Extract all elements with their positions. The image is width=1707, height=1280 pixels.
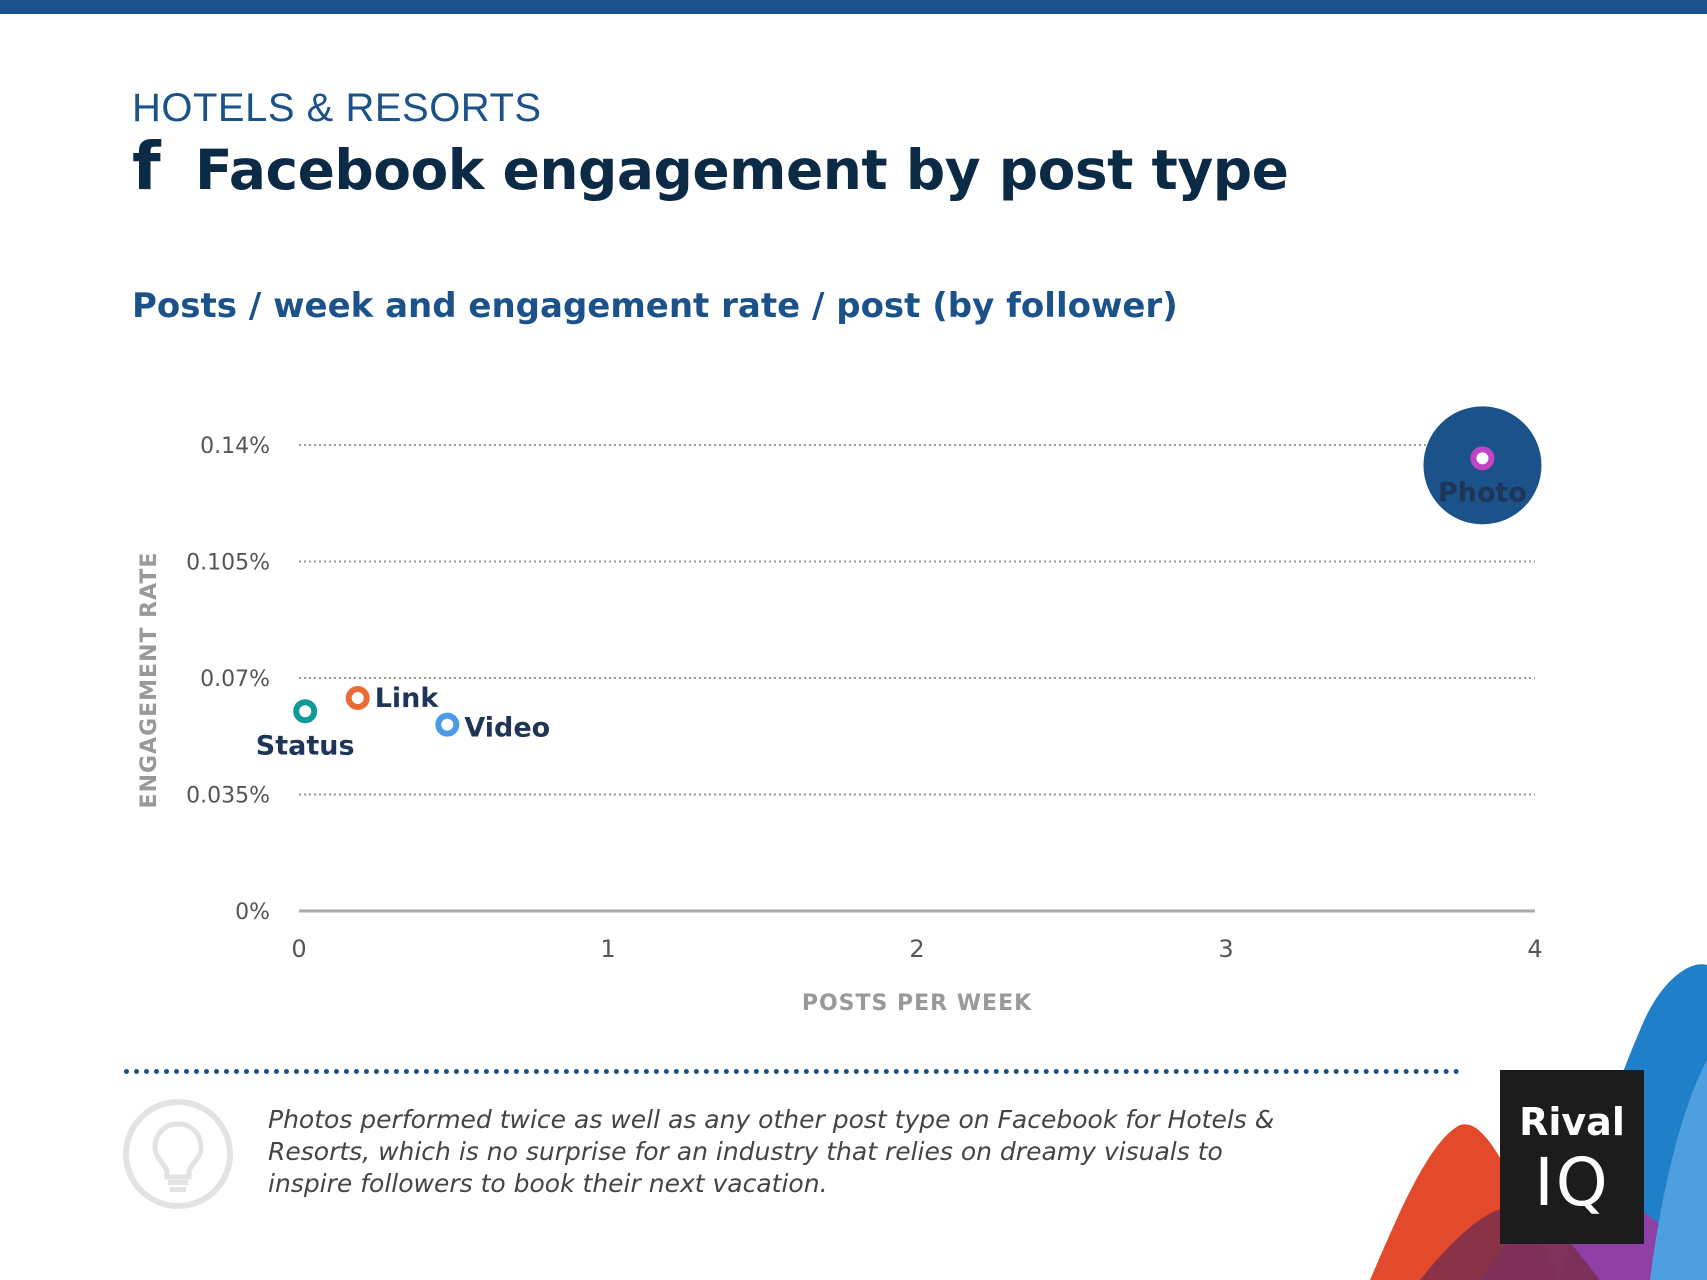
x-tick-label: 3 [1218,935,1233,963]
rival-iq-logo: Rival IQ [1500,1070,1644,1244]
y-tick-label: 0.035% [186,784,270,809]
data-label-status: Status [256,730,355,761]
category-label: HOTELS & RESORTS [132,86,542,130]
y-tick-label: 0% [235,900,270,925]
data-point-video [435,712,460,737]
chart-subtitle: Posts / week and engagement rate / post … [132,286,1178,326]
data-point-status [293,699,318,724]
gridlines [299,444,1535,913]
data-points: Status Link Video Photo [256,406,1542,761]
y-tick-label: 0.07% [200,667,270,692]
page-title: Facebook engagement by post type [195,138,1289,202]
data-point-photo [1470,446,1495,471]
logo-text-top: Rival [1519,1100,1625,1144]
insight-text: Photos performed twice as well as any ot… [268,1105,1275,1198]
y-axis-label: ENGAGEMENT RATE [137,552,162,809]
x-tick-label: 0 [291,935,306,963]
y-tick-label: 0.14% [200,434,270,459]
x-tick-label: 4 [1527,935,1542,963]
facebook-icon: f [132,128,161,205]
logo-text-bottom: IQ [1534,1144,1610,1221]
data-label-link: Link [375,683,440,714]
data-label-video: Video [464,713,550,744]
data-point-link [345,685,370,710]
x-tick-labels: 0 1 2 3 4 [291,935,1542,963]
y-tick-labels: 0% 0.035% 0.07% 0.105% 0.14% [186,434,270,925]
x-axis-label: POSTS PER WEEK [802,991,1032,1016]
footer-divider [124,1069,1460,1074]
y-tick-label: 0.105% [186,551,270,576]
top-accent-bar [0,0,1707,14]
lightbulb-icon [123,1099,233,1209]
data-label-photo: Photo [1438,477,1527,508]
x-tick-label: 1 [600,935,615,963]
x-tick-label: 2 [909,935,924,963]
